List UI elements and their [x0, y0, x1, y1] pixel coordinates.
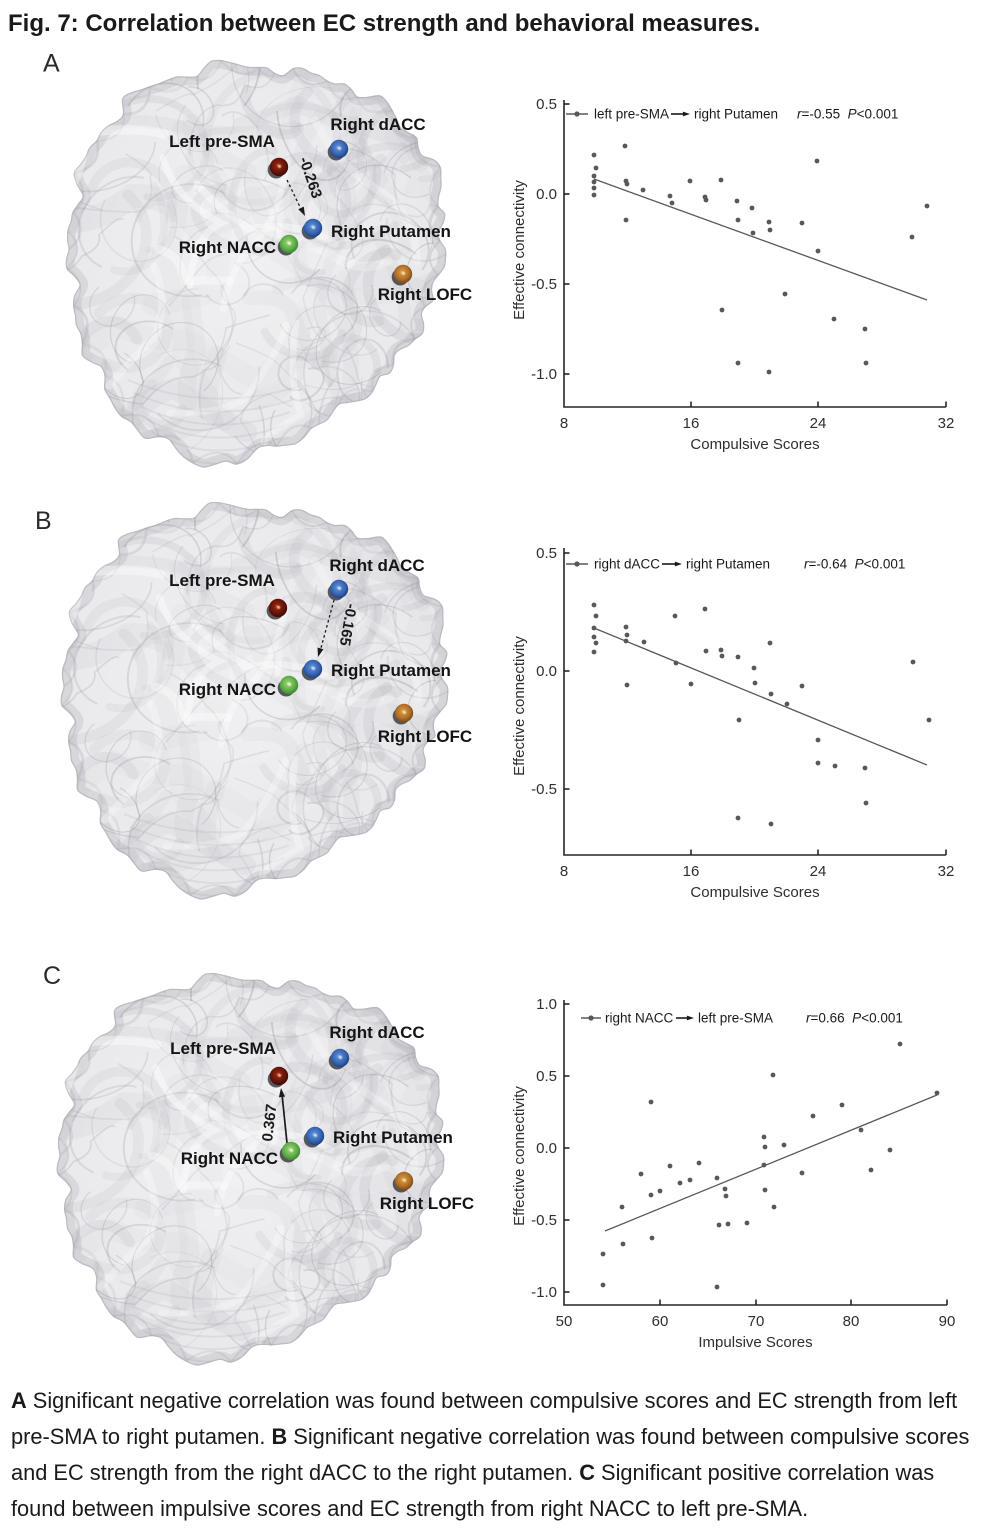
svg-text:Right Putamen: Right Putamen [333, 1128, 453, 1147]
svg-text:80: 80 [843, 1313, 860, 1330]
svg-text:24: 24 [810, 415, 827, 432]
svg-text:0.0: 0.0 [536, 663, 557, 680]
svg-text:Right dACC: Right dACC [330, 115, 425, 134]
svg-text:Compulsive Scores: Compulsive Scores [690, 436, 819, 453]
svg-text:Left pre-SMA: Left pre-SMA [169, 571, 275, 590]
svg-text:B: B [35, 507, 52, 535]
svg-text:Compulsive Scores: Compulsive Scores [690, 884, 819, 901]
svg-text:8: 8 [560, 863, 568, 880]
svg-text:Impulsive Scores: Impulsive Scores [698, 1334, 812, 1351]
svg-text:A: A [43, 50, 60, 78]
svg-text:8: 8 [560, 415, 568, 432]
svg-text:16: 16 [683, 415, 700, 432]
svg-text:1.0: 1.0 [536, 996, 557, 1013]
svg-text:Right Putamen: Right Putamen [331, 222, 451, 241]
svg-text:50: 50 [556, 1313, 573, 1330]
svg-text:Effective connectivity: Effective connectivity [511, 636, 528, 776]
svg-text:left pre-SMA: left pre-SMA [594, 107, 669, 122]
svg-text:-1.0: -1.0 [531, 1284, 557, 1301]
svg-text:Right dACC: Right dACC [329, 1023, 424, 1042]
svg-text:16: 16 [683, 863, 700, 880]
svg-text:right NACC: right NACC [605, 1011, 674, 1026]
svg-text:Right NACC: Right NACC [179, 238, 276, 257]
svg-text:r=-0.64 P<0.001: r=-0.64 P<0.001 [804, 557, 905, 572]
svg-text:Right NACC: Right NACC [179, 680, 276, 699]
svg-text:32: 32 [938, 415, 955, 432]
svg-text:right dACC: right dACC [594, 557, 660, 572]
svg-text:0.5: 0.5 [536, 1068, 557, 1085]
svg-text:32: 32 [938, 863, 955, 880]
svg-text:r=0.66 P<0.001: r=0.66 P<0.001 [806, 1011, 903, 1026]
svg-text:C: C [43, 962, 61, 990]
svg-text:60: 60 [652, 1313, 669, 1330]
svg-text:Left pre-SMA: Left pre-SMA [169, 132, 275, 151]
svg-text:r=-0.55 P<0.001: r=-0.55 P<0.001 [797, 107, 898, 122]
svg-text:24: 24 [810, 863, 827, 880]
svg-text:90: 90 [939, 1313, 956, 1330]
svg-text:70: 70 [748, 1313, 765, 1330]
svg-text:Right NACC: Right NACC [181, 1149, 278, 1168]
svg-text:right Putamen: right Putamen [686, 557, 770, 572]
svg-text:-0.5: -0.5 [531, 276, 557, 293]
svg-text:Effective connectivity: Effective connectivity [511, 1086, 528, 1226]
svg-text:Right dACC: Right dACC [329, 556, 424, 575]
svg-text:0.5: 0.5 [536, 96, 557, 113]
svg-text:0.0: 0.0 [536, 186, 557, 203]
svg-text:-1.0: -1.0 [531, 366, 557, 383]
svg-text:0.5: 0.5 [536, 545, 557, 562]
svg-text:0.0: 0.0 [536, 1140, 557, 1157]
svg-text:Right Putamen: Right Putamen [331, 661, 451, 680]
svg-text:Right LOFC: Right LOFC [378, 727, 472, 746]
svg-text:Effective connectivity: Effective connectivity [511, 180, 528, 320]
svg-text:Left pre-SMA: Left pre-SMA [170, 1039, 276, 1058]
svg-text:left pre-SMA: left pre-SMA [698, 1011, 773, 1026]
svg-text:-0.5: -0.5 [531, 1212, 557, 1229]
svg-text:Right LOFC: Right LOFC [380, 1194, 474, 1213]
svg-text:0.367: 0.367 [259, 1103, 280, 1142]
svg-text:right Putamen: right Putamen [694, 107, 778, 122]
svg-text:Right LOFC: Right LOFC [378, 285, 472, 304]
svg-text:-0.5: -0.5 [531, 781, 557, 798]
